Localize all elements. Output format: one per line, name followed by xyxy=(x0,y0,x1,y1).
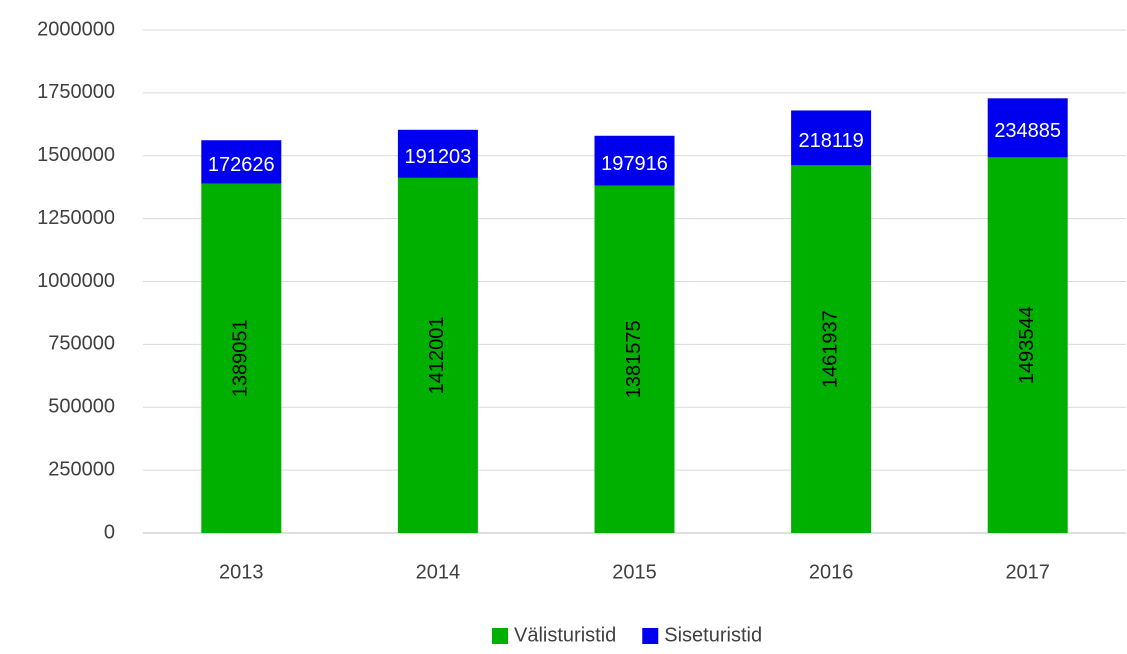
bar-segment xyxy=(201,183,282,533)
y-tick-label: 250000 xyxy=(48,458,115,480)
legend-label: Välisturistid xyxy=(514,624,616,646)
data-label: 1493544 xyxy=(1016,306,1038,384)
data-label: 1461937 xyxy=(819,310,841,388)
y-tick-label: 750000 xyxy=(48,333,115,355)
bar-segment xyxy=(987,157,1068,533)
bar-segment xyxy=(791,165,872,533)
bar-segment xyxy=(791,110,872,166)
y-tick-label: 1000000 xyxy=(37,270,115,292)
bar-segment xyxy=(594,135,675,186)
data-label: 1412001 xyxy=(426,317,448,395)
legend-swatch xyxy=(642,628,659,644)
data-label: 1389051 xyxy=(230,319,252,397)
y-tick-label: 1500000 xyxy=(37,144,115,166)
x-tick-label: 2017 xyxy=(1005,561,1050,583)
x-tick-label: 2016 xyxy=(809,561,854,583)
legend-label: Siseturistid xyxy=(664,624,762,646)
data-label: 1381575 xyxy=(623,320,645,398)
y-tick-label: 0 xyxy=(104,521,115,543)
data-label: 191203 xyxy=(405,146,472,168)
x-tick-label: 2014 xyxy=(416,561,461,583)
bar-segment xyxy=(397,177,478,533)
data-label: 234885 xyxy=(994,120,1061,142)
y-tick-label: 1250000 xyxy=(37,207,115,229)
y-tick-label: 2000000 xyxy=(37,18,115,40)
x-tick-label: 2015 xyxy=(612,561,657,583)
y-tick-label: 500000 xyxy=(48,396,115,418)
legend-swatch xyxy=(492,628,508,644)
data-label: 172626 xyxy=(208,154,275,176)
bar-segment xyxy=(201,140,282,184)
y-tick-label: 1750000 xyxy=(37,81,115,103)
data-label: 218119 xyxy=(798,130,863,152)
bar-segment xyxy=(594,185,675,534)
data-label: 197916 xyxy=(601,153,668,175)
bar-segment xyxy=(397,129,478,178)
x-tick-label: 2013 xyxy=(219,561,264,583)
bar-segment xyxy=(987,98,1068,158)
